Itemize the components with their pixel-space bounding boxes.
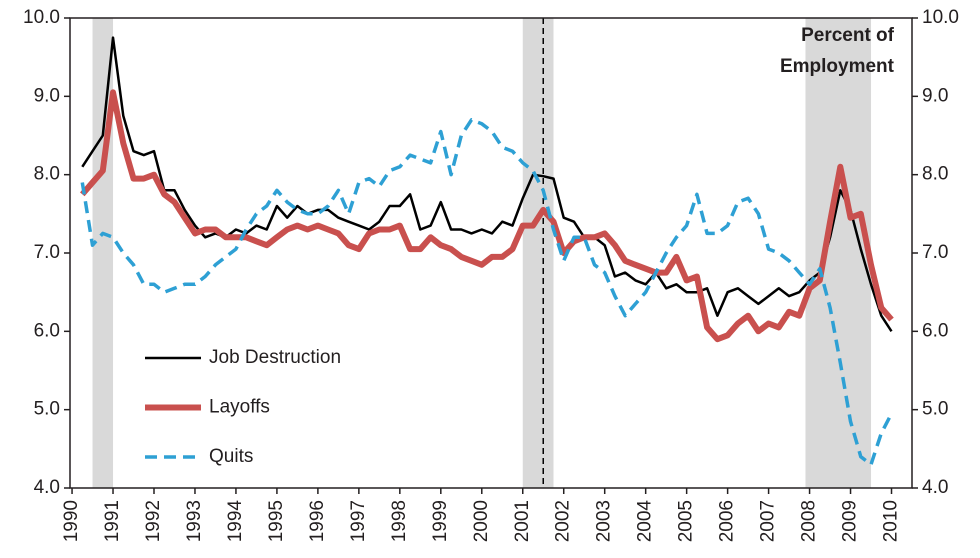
legend-label: Layoffs — [209, 397, 270, 418]
y2-tick-label: 4.0 — [922, 477, 948, 498]
y2-tick-label: 10.0 — [922, 7, 959, 28]
recession-shade — [805, 18, 872, 488]
y-tick-label: 5.0 — [34, 399, 60, 420]
x-tick-label: 2008 — [799, 500, 820, 542]
y-tick-label: 10.0 — [23, 7, 60, 28]
x-tick-label: 1996 — [307, 500, 328, 542]
x-tick-label: 2000 — [471, 500, 492, 542]
x-tick-label: 2006 — [717, 500, 738, 542]
y2-tick-label: 5.0 — [922, 399, 948, 420]
y-tick-label: 8.0 — [34, 164, 60, 185]
x-tick-label: 1994 — [225, 500, 246, 543]
x-tick-label: 1995 — [266, 500, 287, 542]
series-line — [80, 118, 894, 467]
y2-tick-label: 9.0 — [922, 85, 948, 106]
x-tick-label: 2009 — [840, 500, 861, 542]
x-tick-label: 2004 — [635, 500, 656, 543]
y2-tick-label: 8.0 — [922, 164, 948, 185]
series-line — [80, 89, 894, 343]
y-tick-label: 9.0 — [34, 85, 60, 106]
x-tick-label: 2002 — [553, 500, 574, 542]
annotation: Employment — [780, 56, 895, 77]
y-tick-label: 6.0 — [34, 320, 60, 341]
x-tick-label: 1990 — [61, 500, 82, 542]
legend-label: Job Destruction — [209, 347, 341, 368]
y-tick-label: 4.0 — [34, 477, 60, 498]
x-tick-label: 1998 — [389, 500, 410, 542]
x-tick-label: 1999 — [430, 500, 451, 542]
recession-shade — [522, 18, 554, 488]
x-tick-label: 2003 — [594, 500, 615, 542]
x-tick-label: 1992 — [143, 500, 164, 542]
annotation: Percent of — [801, 25, 895, 46]
x-tick-label: 1993 — [184, 500, 205, 542]
x-tick-label: 1997 — [348, 500, 369, 542]
y-tick-label: 7.0 — [34, 242, 60, 263]
x-tick-label: 1991 — [102, 500, 123, 542]
x-tick-label: 2005 — [676, 500, 697, 542]
recession-shade — [92, 18, 114, 488]
x-tick-label: 2001 — [512, 500, 533, 542]
x-tick-label: 2007 — [758, 500, 779, 542]
y2-tick-label: 7.0 — [922, 242, 948, 263]
legend-label: Quits — [209, 446, 253, 467]
y2-tick-label: 6.0 — [922, 320, 948, 341]
x-tick-label: 2010 — [881, 500, 902, 542]
